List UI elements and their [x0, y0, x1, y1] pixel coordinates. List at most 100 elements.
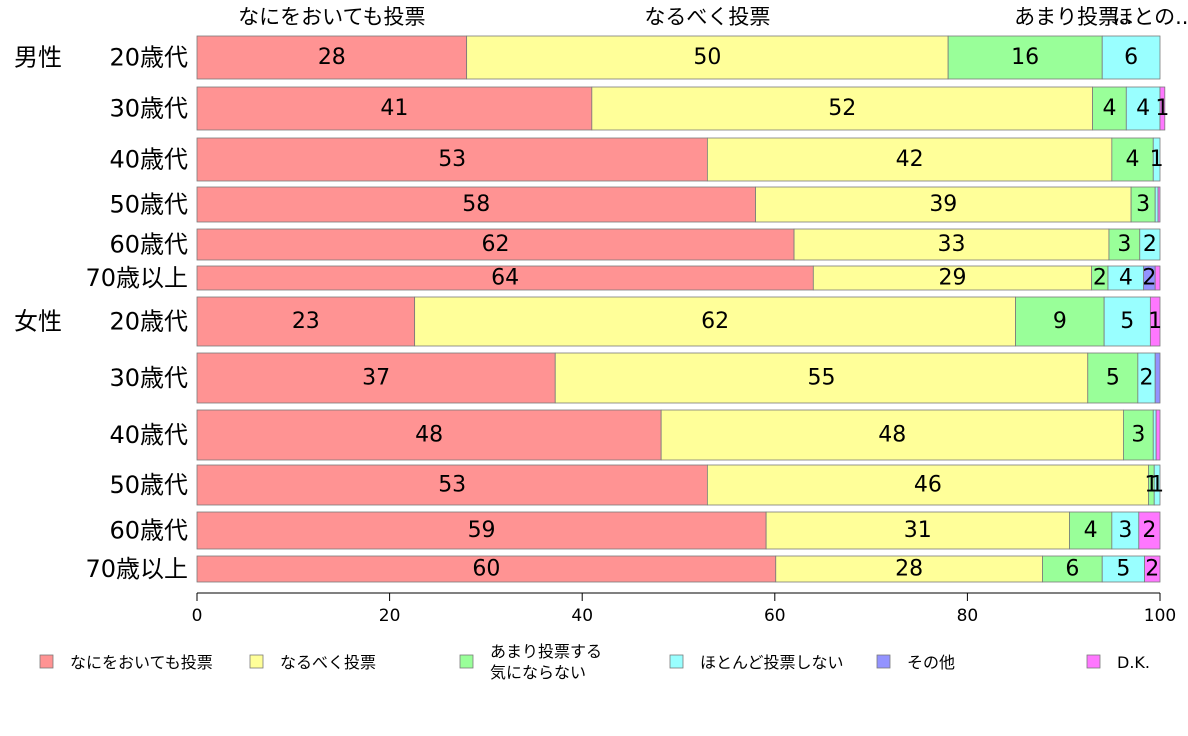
column-header: ほとの..: [1112, 5, 1188, 29]
bar-value-label: 60: [472, 557, 500, 582]
x-tick-label: 0: [192, 606, 203, 626]
bar-segment: [793, 228, 1110, 261]
bar-value-label: 1: [1150, 147, 1164, 172]
legend-label: D.K.: [1117, 653, 1150, 672]
bar-segment: [1149, 296, 1161, 347]
bar-segment: [1042, 555, 1103, 583]
legend-swatch: [669, 654, 684, 669]
bar-segment: [775, 555, 1043, 583]
bar-value-label: 62: [482, 232, 510, 257]
bar-value-label: 39: [929, 192, 957, 217]
bar-segment: [765, 511, 1070, 550]
row-label: 20歳代: [109, 44, 188, 72]
row-label: 20歳代: [109, 308, 188, 336]
bar-segment: [1139, 228, 1161, 261]
row-label: 30歳代: [109, 364, 188, 392]
bar-segment: [196, 228, 795, 261]
bar-segment: [414, 296, 1016, 347]
bar-value-label: 3: [1136, 192, 1150, 217]
bar-segment: [1130, 186, 1156, 223]
bar-value-label: 46: [914, 473, 942, 498]
bar-value-label: 9: [1053, 309, 1067, 334]
bar-segment: [1144, 555, 1161, 583]
bar-value-label: 33: [938, 232, 966, 257]
bar-value-label: 28: [318, 45, 346, 70]
bar-segment: [591, 86, 1093, 131]
column-header: あまり投票..: [1014, 5, 1132, 29]
bar-segment: [1152, 137, 1161, 182]
bar-value-label: 48: [415, 423, 443, 448]
x-tick-label: 80: [957, 606, 979, 626]
legend-label: その他: [907, 653, 955, 672]
bars: 28 50 16 641 52 4 4 153 42 4 158 39 362 33 3 264 29 2 4 223…: [196, 35, 1169, 583]
row-labels: 20歳代男性30歳代40歳代50歳代60歳代70歳以上20歳代女性30歳代40歳…: [14, 44, 188, 584]
bar-value-label: 1: [1155, 96, 1169, 121]
column-header: なるべく投票: [644, 5, 770, 29]
bar-value-label: 1: [1150, 473, 1164, 498]
bar-value-label: 6: [1124, 45, 1138, 70]
bar-segment: [196, 511, 767, 550]
bar-value-label: 1: [1148, 309, 1162, 334]
bar-segment: [196, 186, 756, 223]
bar-segment: [1159, 86, 1166, 131]
bar-segment: [466, 35, 949, 80]
bar-value-label: 3: [1118, 518, 1132, 543]
legend-label: なるべく投票: [280, 653, 376, 672]
x-tick-label: 40: [571, 606, 593, 626]
bar-value-label: 3: [1117, 232, 1131, 257]
legend-swatch: [459, 654, 474, 669]
bar-segment: [1138, 511, 1161, 550]
x-tick-label: 100: [1144, 606, 1176, 626]
bar-value-label: 53: [438, 473, 466, 498]
bar-segment: [196, 35, 468, 80]
bar-segment: [706, 137, 1113, 182]
column-header: なにをおいても投票: [238, 5, 425, 29]
bar-value-label: 6: [1065, 557, 1079, 582]
bar-segment: [1154, 265, 1161, 291]
row-label: 50歳代: [109, 471, 188, 499]
bar-value-label: 23: [292, 309, 320, 334]
bar-value-label: 5: [1120, 309, 1134, 334]
x-axis: 0 20 40 60 80 100: [192, 592, 1176, 626]
bar-segment: [1069, 511, 1113, 550]
bar-segment: [1125, 86, 1161, 131]
bar-segment: [196, 86, 593, 131]
bar-value-label: 53: [438, 147, 466, 172]
bar-segment: [196, 409, 662, 461]
bar-value-label: 3: [1131, 423, 1145, 448]
bar-value-label: 4: [1126, 147, 1140, 172]
bar-segment: [755, 186, 1132, 223]
bar-value-label: 29: [938, 266, 966, 291]
group-label: 男性: [14, 44, 62, 72]
bar-segment: [1103, 296, 1151, 347]
bar-segment: [1152, 409, 1157, 461]
bar-value-label: 28: [895, 557, 923, 582]
bar-segment: [1101, 555, 1145, 583]
bar-segment: [1015, 296, 1105, 347]
bar-value-label: 5: [1106, 366, 1120, 391]
legend-label: なにをおいても投票: [70, 653, 213, 672]
column-headers: なにをおいても投票 なるべく投票 あまり投票..ほとの..: [238, 5, 1188, 29]
legend-swatch: [1086, 654, 1101, 669]
bar-segment: [196, 555, 777, 583]
bar-value-label: 5: [1116, 557, 1130, 582]
bar-value-label: 59: [468, 518, 496, 543]
bar-value-label: 4: [1084, 518, 1098, 543]
row-label: 40歳代: [109, 146, 188, 174]
row-label: 70歳以上: [85, 555, 188, 583]
bar-segment: [1111, 137, 1154, 182]
row-label: 40歳代: [109, 421, 188, 449]
legend-label: あまり投票する気にならない: [490, 642, 602, 682]
bar-value-label: 2: [1142, 518, 1156, 543]
bar-value-label: 52: [828, 96, 856, 121]
legend-swatch: [39, 654, 54, 669]
bar-value-label: 55: [808, 366, 836, 391]
bar-value-label: 37: [362, 366, 390, 391]
bar-value-label: 2: [1140, 366, 1154, 391]
bar-value-label: 62: [701, 309, 729, 334]
bar-segment: [1101, 35, 1161, 80]
row-label: 50歳代: [109, 191, 188, 219]
bar-value-label: 50: [693, 45, 721, 70]
x-tick-label: 20: [379, 606, 401, 626]
